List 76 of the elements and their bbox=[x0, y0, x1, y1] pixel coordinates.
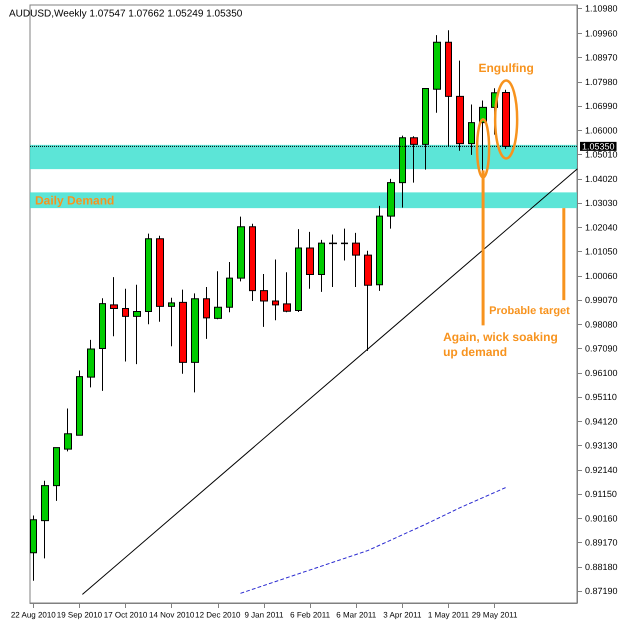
y-tick-label: 1.07980 bbox=[585, 76, 618, 87]
candlestick bbox=[41, 480, 49, 559]
candlestick bbox=[99, 298, 106, 392]
x-tick-label: 19 Sep 2010 bbox=[56, 610, 103, 620]
y-tick-label: 1.00060 bbox=[585, 270, 618, 281]
y-tick-label: 0.98080 bbox=[585, 319, 618, 330]
y-tick-label: 0.96100 bbox=[585, 368, 618, 378]
candlestick bbox=[318, 239, 325, 292]
x-tick-label: 12 Dec 2010 bbox=[195, 610, 242, 620]
candlestick bbox=[341, 228, 348, 262]
x-tick-label: 17 Oct 2010 bbox=[104, 610, 148, 620]
candlestick bbox=[376, 205, 383, 292]
x-tick-label: 14 Nov 2010 bbox=[149, 610, 195, 620]
candlestick bbox=[226, 261, 233, 313]
candlestick bbox=[260, 273, 268, 328]
x-tick-label: 9 Jan 2011 bbox=[244, 610, 284, 620]
y-tick-label: 0.91150 bbox=[585, 489, 617, 500]
candlestick bbox=[364, 250, 372, 352]
line-series bbox=[240, 486, 507, 594]
candlestick bbox=[64, 408, 72, 452]
y-tick-label: 1.05010 bbox=[585, 150, 618, 160]
candlestick bbox=[283, 272, 291, 313]
candlestick bbox=[179, 289, 187, 374]
x-tick-label: 6 Feb 2011 bbox=[290, 610, 331, 620]
y-tick-label: 0.93130 bbox=[585, 440, 618, 451]
chart-title: AUDUSD,Weekly 1.07547 1.07662 1.05249 1.05350 bbox=[9, 8, 243, 20]
candlestick bbox=[156, 235, 164, 322]
candlestick bbox=[272, 259, 279, 321]
x-tick-label: 3 Apr 2011 bbox=[383, 610, 422, 620]
y-tick-label: 0.97090 bbox=[585, 344, 618, 354]
band-label: Daily Demand bbox=[35, 193, 114, 208]
candlestick bbox=[214, 270, 222, 320]
y-tick-label: 1.08970 bbox=[585, 52, 618, 63]
candlestick bbox=[53, 447, 60, 502]
annotation: Probable target bbox=[489, 304, 570, 320]
candlestick bbox=[352, 232, 360, 288]
candlestick bbox=[329, 234, 337, 288]
y-tick-label: 0.99070 bbox=[585, 295, 618, 306]
candlestick bbox=[30, 515, 37, 582]
candlestick bbox=[133, 284, 141, 365]
x-tick-label: 22 Aug 2010 bbox=[10, 610, 56, 620]
ref-line-label: 1.05350 bbox=[582, 141, 615, 152]
candlestick bbox=[433, 34, 441, 114]
y-tick-label: 1.09960 bbox=[585, 28, 618, 38]
y-tick-label: 0.92140 bbox=[585, 464, 618, 475]
y-tick-label: 1.06990 bbox=[585, 101, 618, 112]
y-tick-label: 0.90160 bbox=[585, 513, 618, 524]
candlestick bbox=[122, 288, 129, 362]
x-tick-label: 1 May 2011 bbox=[428, 610, 470, 620]
candlestick bbox=[168, 297, 175, 347]
y-tick-label: 1.03030 bbox=[585, 198, 618, 208]
candlestick bbox=[191, 292, 199, 393]
candlestick bbox=[237, 216, 245, 282]
candlestick bbox=[203, 286, 210, 340]
candlestick bbox=[306, 231, 314, 290]
y-tick-label: 0.95110 bbox=[585, 392, 617, 402]
x-tick-label: 29 May 2011 bbox=[472, 610, 518, 620]
y-tick-label: 0.88180 bbox=[585, 562, 618, 572]
y-tick-label: 1.02040 bbox=[585, 222, 618, 232]
y-tick-label: 0.87190 bbox=[585, 586, 618, 596]
candlestick bbox=[76, 370, 83, 436]
y-tick-label: 1.04020 bbox=[585, 174, 618, 184]
x-tick-label: 6 Mar 2011 bbox=[336, 610, 377, 620]
y-tick-label: 1.06000 bbox=[585, 125, 618, 136]
annotation: Again, wick soaking up demand bbox=[443, 330, 559, 360]
candlestick bbox=[145, 233, 152, 325]
y-tick-label: 0.94120 bbox=[585, 416, 618, 426]
candlestick bbox=[87, 339, 95, 388]
candlestick bbox=[295, 228, 302, 312]
y-tick-label: 1.10980 bbox=[585, 3, 618, 14]
candlestick bbox=[387, 178, 395, 230]
candlestick bbox=[110, 276, 118, 337]
candlestick bbox=[249, 223, 256, 302]
y-tick-label: 0.89170 bbox=[585, 538, 618, 548]
y-tick-label: 1.01050 bbox=[585, 246, 618, 257]
annotation: Engulfing bbox=[478, 61, 534, 76]
